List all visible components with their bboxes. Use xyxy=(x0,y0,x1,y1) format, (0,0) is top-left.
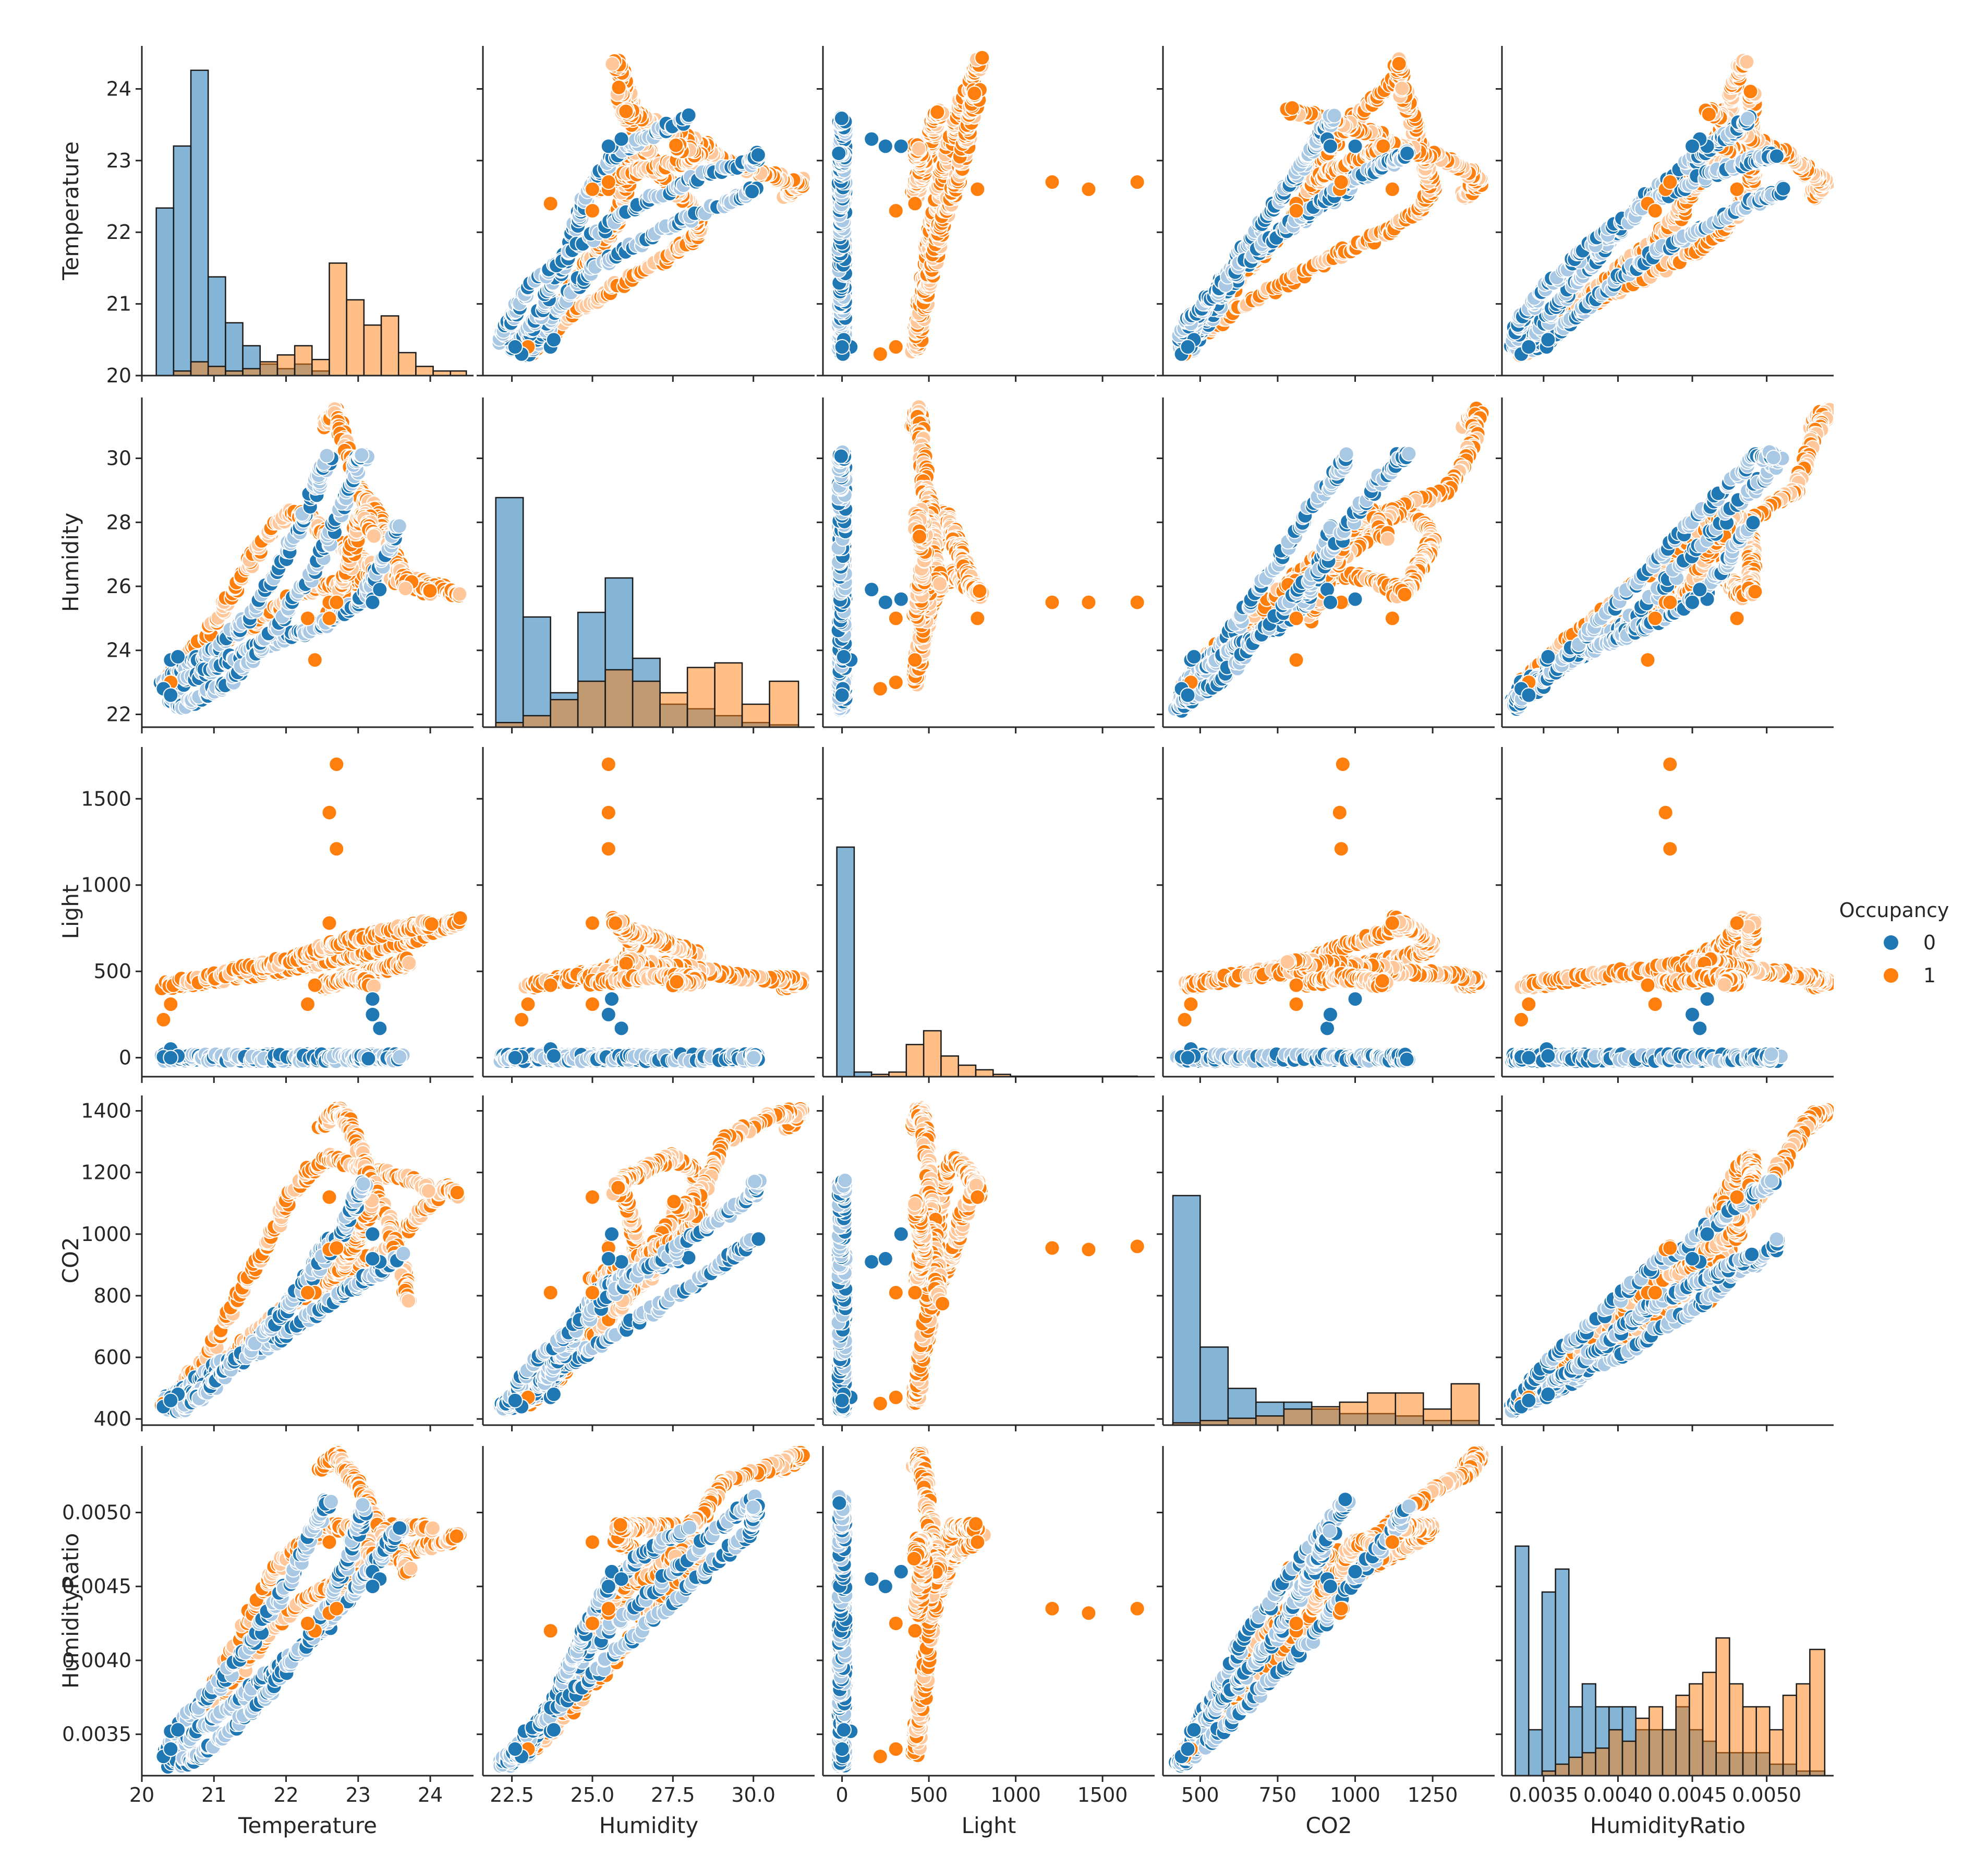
outlier-point-occ1 xyxy=(1384,181,1400,197)
outlier-point-occ1 xyxy=(542,196,559,212)
hist-bar-occ1 xyxy=(259,361,278,377)
outlier-point-occ0 xyxy=(1322,138,1338,154)
outlier-point-occ0 xyxy=(1180,339,1196,355)
scatter-point-occ1 xyxy=(1391,56,1407,72)
hist-bar-occ1 xyxy=(346,299,365,377)
outlier-point-occ0 xyxy=(546,332,562,348)
scatter-point-occ1 xyxy=(929,104,945,120)
outlier-point-occ1 xyxy=(872,346,888,362)
scatter-points xyxy=(1170,51,1489,363)
hist-bar-occ1 xyxy=(190,361,209,377)
hist-bar-occ1 xyxy=(276,354,296,377)
outlier-point-occ1 xyxy=(1647,203,1663,219)
scatter-point-occ0 xyxy=(681,107,697,123)
hist-bar-occ1 xyxy=(242,368,261,377)
hist-bar-occ1 xyxy=(415,366,434,377)
outlier-point-occ1 xyxy=(1129,174,1145,190)
outlier-point-occ1 xyxy=(1081,181,1097,197)
hist-bar-occ0 xyxy=(155,207,175,377)
y-tick-label: 23 xyxy=(106,149,131,172)
scatter-point-occ1 xyxy=(1284,100,1300,116)
outlier-point-occ0 xyxy=(877,138,893,154)
panel-temperature-vs-humidity xyxy=(477,46,815,382)
y-tick-label: 22 xyxy=(106,221,131,244)
outlier-point-occ0 xyxy=(1684,138,1701,154)
outlier-point-occ0 xyxy=(834,339,850,355)
scatter-point-occ1 xyxy=(604,56,621,72)
panel-temperature-vs-light xyxy=(817,46,1155,382)
outlier-point-occ1 xyxy=(1288,203,1304,219)
scatter-point-occ1 xyxy=(911,141,927,157)
outlier-point-occ1 xyxy=(1333,174,1349,190)
outlier-point-occ1 xyxy=(1662,174,1678,190)
panel-temperature-vs-co2 xyxy=(1157,46,1495,382)
hist-bar-occ1 xyxy=(380,315,399,377)
outlier-point-occ0 xyxy=(600,138,616,154)
outlier-point-occ0 xyxy=(893,138,909,154)
outlier-point-occ0 xyxy=(1347,138,1363,154)
scatter-point-occ0 xyxy=(831,145,847,161)
hist-bar-occ1 xyxy=(207,366,226,377)
hist-bar-occ1 xyxy=(294,345,313,377)
hist-bar-occ0 xyxy=(190,69,209,377)
hist-bar-occ1 xyxy=(329,262,347,377)
scatter-point-occ0 xyxy=(1768,148,1785,164)
scatter-points xyxy=(491,53,811,364)
y-tick-label: 21 xyxy=(106,293,131,316)
outlier-point-occ1 xyxy=(600,174,616,190)
scatter-point-occ1 xyxy=(668,137,684,153)
scatter-point-occ0 xyxy=(1326,107,1342,124)
hist-bar-occ0 xyxy=(173,145,192,377)
outlier-point-occ1 xyxy=(969,181,986,197)
scatter-point-occ1 xyxy=(1375,138,1391,154)
scatter-point-occ1 xyxy=(1701,106,1717,123)
scatter-point-occ1 xyxy=(966,86,983,102)
scatter-point-occ1 xyxy=(974,50,990,66)
scatter-point-occ1 xyxy=(618,103,634,119)
scatter-point-occ0 xyxy=(833,110,850,126)
outlier-point-occ1 xyxy=(1729,181,1745,197)
scatter-point-occ1 xyxy=(611,79,627,95)
outlier-point-occ1 xyxy=(888,339,904,355)
scatter-point-occ1 xyxy=(1739,54,1755,70)
scatter-points xyxy=(830,50,1145,362)
hist-bar-occ1 xyxy=(311,358,330,377)
y-tick-label: 20 xyxy=(106,364,131,387)
outlier-point-occ1 xyxy=(907,196,923,212)
outlier-point-occ0 xyxy=(1521,339,1537,355)
scatter-point-occ0 xyxy=(744,184,760,200)
outlier-point-occ1 xyxy=(584,203,600,219)
scatter-point-occ0 xyxy=(750,147,766,163)
outlier-point-occ0 xyxy=(613,131,629,147)
outlier-point-occ0 xyxy=(864,131,880,147)
panel-temperature-vs-temperature: 20 21 22 23 24 xyxy=(106,46,474,387)
scatter-point-occ0 xyxy=(1739,111,1755,127)
outlier-point-occ1 xyxy=(1044,174,1060,190)
scatter-point-occ1 xyxy=(1742,83,1759,100)
outlier-point-occ1 xyxy=(584,181,600,197)
outlier-point-occ0 xyxy=(1540,332,1556,348)
outlier-point-occ0 xyxy=(507,339,523,355)
hist-bar-occ0 xyxy=(207,276,226,377)
y-tick-label: 24 xyxy=(106,77,131,100)
scatter-point-occ1 xyxy=(1394,80,1410,97)
hist-bar-occ1 xyxy=(397,352,417,377)
scatter-point-occ0 xyxy=(1399,145,1415,161)
scatter-point-occ0 xyxy=(1775,180,1791,197)
pairplot-grid: 2021222324222426283005001000150040060080… xyxy=(58,46,1834,1838)
hist-bar-occ1 xyxy=(363,324,382,377)
outlier-point-occ1 xyxy=(888,203,904,219)
hist-bar-occ0 xyxy=(225,322,244,377)
